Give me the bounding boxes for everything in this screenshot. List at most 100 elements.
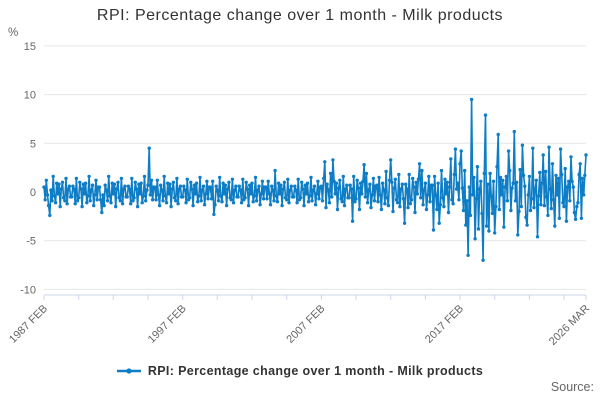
series-point[interactable] xyxy=(79,187,83,191)
series-point[interactable] xyxy=(227,180,231,184)
series-point[interactable] xyxy=(482,171,486,176)
series-point[interactable] xyxy=(175,176,179,181)
series-point[interactable] xyxy=(338,178,342,182)
series-point[interactable] xyxy=(362,163,366,167)
series-point[interactable] xyxy=(61,196,66,200)
series-point[interactable] xyxy=(405,187,409,191)
series-point[interactable] xyxy=(525,223,529,227)
series-point[interactable] xyxy=(146,183,150,187)
series-point[interactable] xyxy=(271,188,275,192)
series-point[interactable] xyxy=(347,196,351,200)
series-point[interactable] xyxy=(141,194,146,198)
series-point[interactable] xyxy=(583,173,587,178)
series-point[interactable] xyxy=(556,176,560,181)
series-point[interactable] xyxy=(148,193,152,197)
series-point[interactable] xyxy=(216,199,221,203)
series-point[interactable] xyxy=(348,183,352,187)
series-point[interactable] xyxy=(289,184,293,188)
series-point[interactable] xyxy=(513,199,518,203)
series-point[interactable] xyxy=(286,177,290,181)
series-point[interactable] xyxy=(502,225,506,229)
legend-item[interactable]: RPI: Percentage change over 1 month - Mi… xyxy=(116,364,483,378)
series-point[interactable] xyxy=(483,113,488,117)
series-point[interactable] xyxy=(251,200,255,204)
series-point[interactable] xyxy=(337,186,341,190)
series-point[interactable] xyxy=(468,213,473,218)
series-point[interactable] xyxy=(66,187,71,191)
series-point[interactable] xyxy=(579,216,584,220)
series-point[interactable] xyxy=(164,201,169,205)
series-point[interactable] xyxy=(115,187,119,191)
series-point[interactable] xyxy=(145,188,149,192)
series-point[interactable] xyxy=(415,192,419,196)
series-point[interactable] xyxy=(380,181,385,185)
series-point[interactable] xyxy=(163,194,167,198)
series-point[interactable] xyxy=(393,177,397,181)
series-point[interactable] xyxy=(172,196,177,200)
series-point[interactable] xyxy=(401,197,406,201)
series-point[interactable] xyxy=(550,162,555,166)
series-point[interactable] xyxy=(441,196,445,200)
series-point[interactable] xyxy=(56,192,60,196)
series-point[interactable] xyxy=(185,177,189,181)
series-point[interactable] xyxy=(265,197,269,201)
series-point[interactable] xyxy=(211,179,215,183)
series-point[interactable] xyxy=(445,180,449,184)
series-point[interactable] xyxy=(249,192,253,196)
series-point[interactable] xyxy=(52,194,57,198)
series-point[interactable] xyxy=(279,183,283,187)
series-point[interactable] xyxy=(123,184,127,188)
series-point[interactable] xyxy=(119,176,124,181)
series-point[interactable] xyxy=(577,172,581,177)
series-point[interactable] xyxy=(439,168,444,173)
series-point[interactable] xyxy=(268,203,273,207)
series-point[interactable] xyxy=(491,179,496,183)
series-point[interactable] xyxy=(288,188,292,192)
series-point[interactable] xyxy=(264,185,268,189)
series-point[interactable] xyxy=(236,195,240,199)
series-point[interactable] xyxy=(335,207,340,212)
series-point[interactable] xyxy=(300,180,304,184)
series-point[interactable] xyxy=(510,186,514,190)
series-point[interactable] xyxy=(413,210,417,215)
series-point[interactable] xyxy=(252,194,256,198)
series-point[interactable] xyxy=(505,199,510,203)
series-point[interactable] xyxy=(46,203,51,208)
series-point[interactable] xyxy=(466,253,470,257)
series-point[interactable] xyxy=(315,192,319,196)
series-point[interactable] xyxy=(205,179,209,183)
series-point[interactable] xyxy=(532,205,536,210)
series-point[interactable] xyxy=(473,237,477,241)
series-point[interactable] xyxy=(512,129,516,134)
series-point[interactable] xyxy=(356,186,360,190)
series-point[interactable] xyxy=(259,192,263,196)
series-point[interactable] xyxy=(135,204,140,209)
series-point[interactable] xyxy=(59,187,63,191)
series-point[interactable] xyxy=(534,178,538,182)
series-point[interactable] xyxy=(212,212,216,217)
series-point[interactable] xyxy=(244,180,248,184)
series-point[interactable] xyxy=(192,183,196,187)
series-point[interactable] xyxy=(226,187,230,191)
series-point[interactable] xyxy=(392,186,396,190)
series-point[interactable] xyxy=(489,194,493,198)
series-point[interactable] xyxy=(134,187,139,191)
series-point[interactable] xyxy=(301,187,305,191)
series-point[interactable] xyxy=(102,203,106,208)
series-point[interactable] xyxy=(156,193,161,197)
series-point[interactable] xyxy=(190,187,194,191)
series-point[interactable] xyxy=(582,193,586,197)
series-point[interactable] xyxy=(201,184,206,188)
series-point[interactable] xyxy=(131,199,135,203)
series-point[interactable] xyxy=(394,198,399,202)
series-point[interactable] xyxy=(350,219,355,223)
series-point[interactable] xyxy=(444,192,448,196)
series-point[interactable] xyxy=(524,215,528,219)
series-point[interactable] xyxy=(367,188,371,192)
series-point[interactable] xyxy=(51,174,55,179)
series-point[interactable] xyxy=(389,158,393,162)
series-point[interactable] xyxy=(567,179,571,183)
series-point[interactable] xyxy=(516,233,520,237)
series-point[interactable] xyxy=(169,204,173,209)
series-point[interactable] xyxy=(125,195,129,199)
